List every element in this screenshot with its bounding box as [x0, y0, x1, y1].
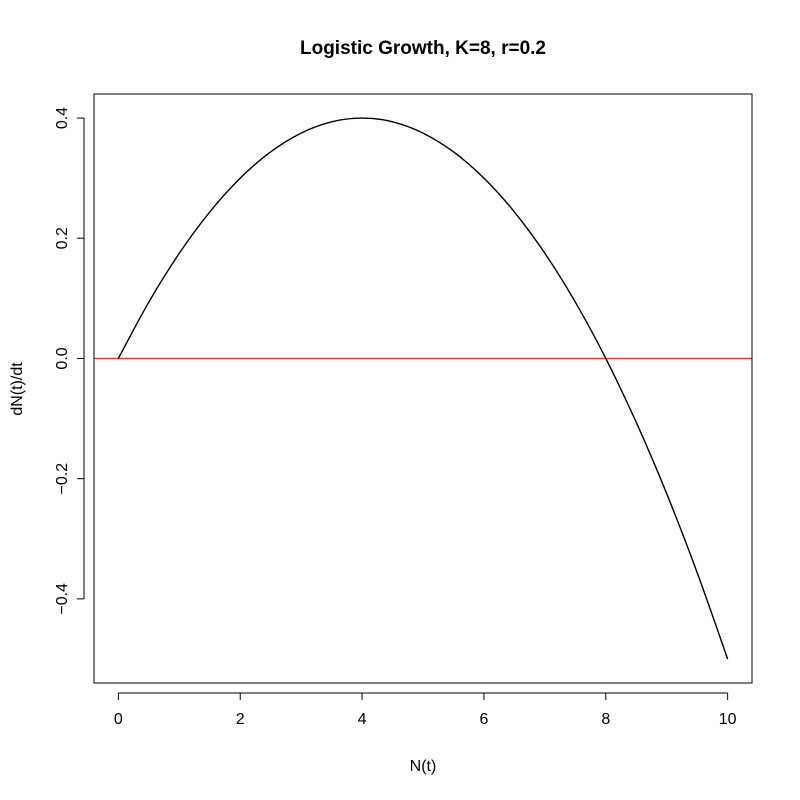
series-line-growth-rate [117, 117, 729, 660]
x-tick-label: 6 [479, 711, 488, 728]
y-axis: −0.4 −0.2 0.0 0.2 0.4 [54, 107, 85, 615]
x-axis: 0 2 4 6 8 10 [114, 692, 737, 728]
x-tick-label: 8 [601, 711, 610, 728]
y-tick-label: 0.4 [54, 107, 71, 129]
y-tick-label: −0.2 [54, 463, 71, 495]
x-tick-label: 2 [236, 711, 245, 728]
x-tick-label: 4 [358, 711, 367, 728]
y-tick-label: −0.4 [54, 583, 71, 615]
x-axis-label: N(t) [410, 758, 437, 775]
y-axis-label: dN(t)/dt [9, 362, 26, 416]
y-tick-label: 0.0 [54, 347, 71, 369]
chart-title: Logistic Growth, K=8, r=0.2 [300, 38, 546, 59]
plot-frame [93, 93, 753, 684]
x-tick-label: 0 [114, 711, 123, 728]
y-tick-label: 0.2 [54, 227, 71, 249]
x-tick-label: 10 [719, 711, 737, 728]
plot-layer [94, 117, 752, 660]
